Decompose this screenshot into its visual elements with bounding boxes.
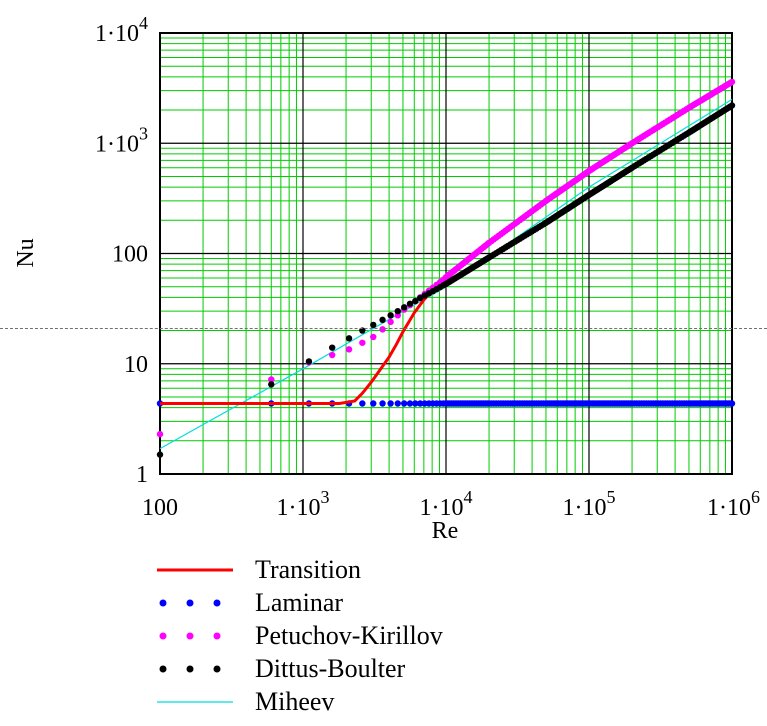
series-layer <box>156 78 736 458</box>
laminar-point <box>406 400 414 407</box>
laminar-point <box>379 400 386 407</box>
petuchov-kirillov-point <box>156 430 164 438</box>
laminar-point <box>416 400 424 407</box>
dittus-boulter-point <box>412 297 419 305</box>
legend-swatch-miheev <box>157 701 233 703</box>
laminar-point <box>400 400 408 407</box>
laminar-point <box>370 400 377 407</box>
dittus-boulter-point <box>370 321 377 329</box>
dittus-boulter-point <box>406 300 414 307</box>
x-tick-label: 100 <box>142 495 178 521</box>
dittus-boulter-point <box>727 103 734 110</box>
legend-label: Laminar <box>255 588 344 617</box>
petuchov-kirillov-point <box>328 351 336 359</box>
y-tick-label: 1·104 <box>95 13 148 47</box>
petuchov-kirillov-point <box>387 318 394 326</box>
dittus-boulter-point <box>400 304 408 311</box>
dittus-boulter-point <box>394 307 401 315</box>
tick-labels: 100 1·103 1·104 1·105 1·106 1 10 100 1·103 1·104 <box>95 13 760 521</box>
y-tick-label: 1·103 <box>95 123 148 157</box>
laminar-point <box>394 400 401 407</box>
petuchov-kirillov-point <box>727 79 734 87</box>
petuchov-kirillov-point <box>370 333 377 341</box>
legend-label: Transition <box>255 555 361 584</box>
legend-swatch-transition <box>157 568 233 572</box>
legend-swatch-laminar <box>159 599 221 607</box>
petuchov-kirillov-point <box>268 376 275 383</box>
legend-swatch-petuchov-kirillov <box>159 632 221 640</box>
petuchov-kirillov-point <box>379 326 386 333</box>
laminar-point <box>387 400 394 407</box>
dittus-boulter-point <box>387 312 394 319</box>
y-tick-label: 1 <box>136 462 148 488</box>
x-axis-label: Re <box>432 518 459 544</box>
dashed-guide-line <box>0 328 767 329</box>
laminar-point <box>412 400 419 407</box>
dittus-boulter-point <box>379 316 386 324</box>
dittus-boulter-point <box>328 344 336 351</box>
laminar-point <box>727 400 734 407</box>
chart: 100 1·103 1·104 1·105 1·1061101001·1031·104 … <box>13 13 760 544</box>
dittus-boulter-point <box>156 451 164 458</box>
petuchov-kirillov-point <box>359 339 366 346</box>
legend-label: Dittus-Boulter <box>255 654 406 683</box>
y-axis-label: Nu <box>13 238 39 267</box>
dittus-boulter-point <box>268 381 275 388</box>
x-tick-label: 1·105 <box>563 487 616 521</box>
legend-label: Miheev <box>255 687 335 716</box>
dittus-boulter-point <box>345 335 353 342</box>
y-tick-label: 10 <box>124 352 148 378</box>
plot-frame <box>159 32 733 475</box>
laminar-point <box>359 400 366 407</box>
petuchov-kirillov-point <box>345 346 353 353</box>
dittus-boulter-point <box>305 358 313 365</box>
x-tick-label: 1·106 <box>707 487 760 521</box>
y-tick-label: 100 <box>112 242 148 268</box>
legend-label: Petuchov-Kirillov <box>255 621 443 650</box>
x-tick-label: 1·103 <box>277 487 330 521</box>
legend-swatch-dittus-boulter <box>159 665 221 673</box>
x-tick-label: 1·104 <box>420 487 473 521</box>
